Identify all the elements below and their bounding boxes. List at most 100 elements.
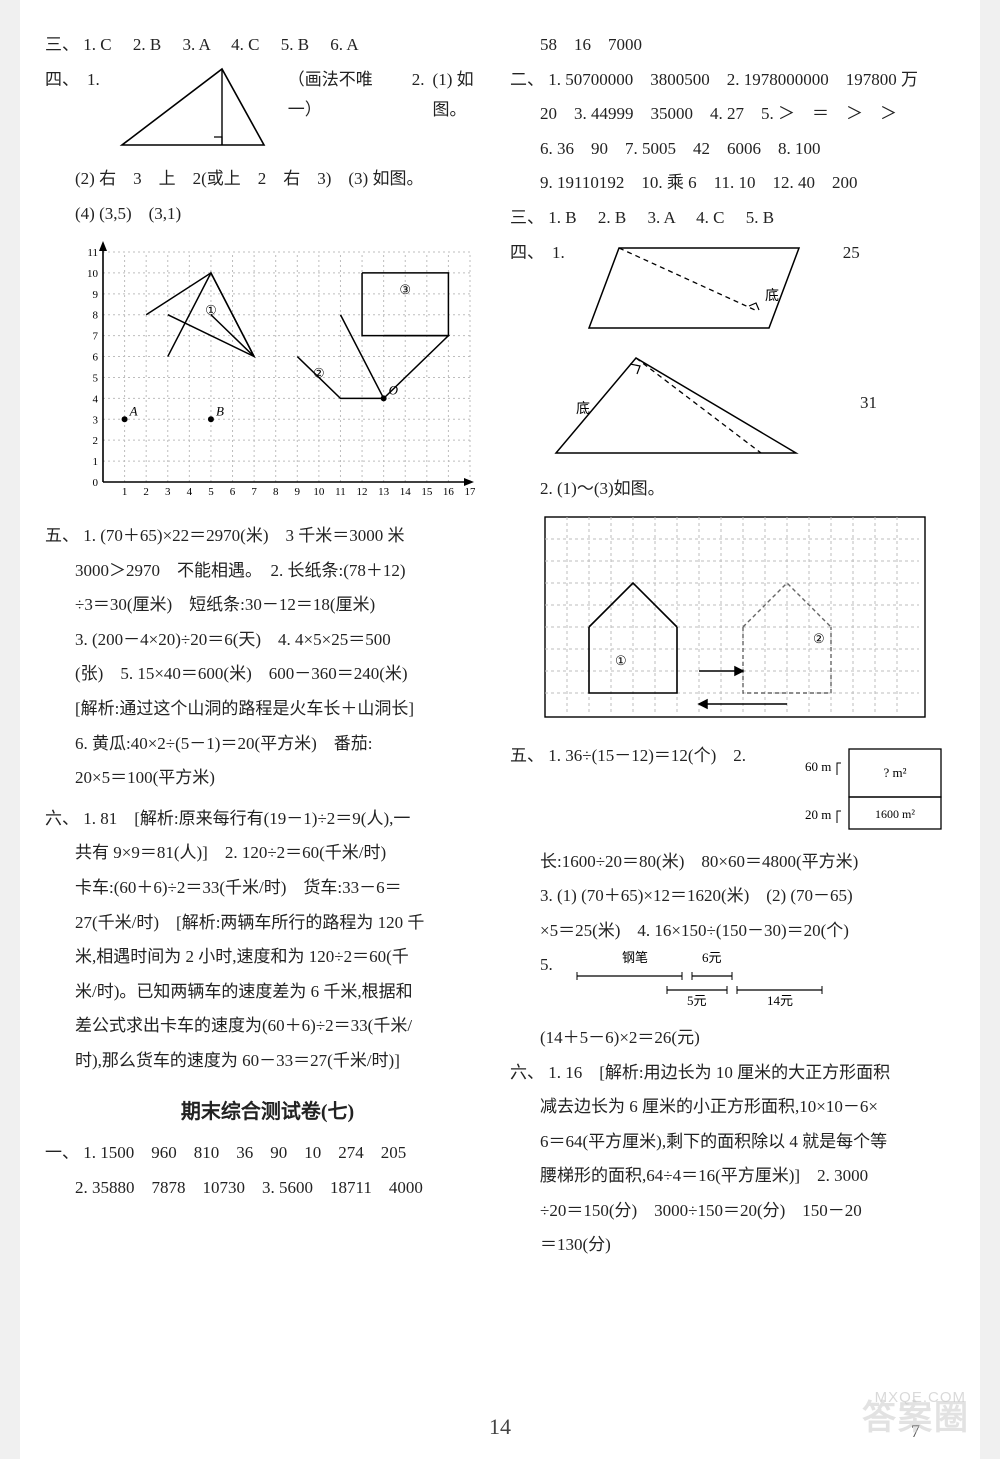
s3r-1: 2. B [598, 208, 626, 227]
svg-text:16: 16 [443, 486, 455, 498]
s1b-0: 1. 1500 960 810 36 90 10 274 205 [83, 1143, 406, 1162]
q1-note: （画法不唯一） [288, 65, 379, 126]
grid-chart-1: ABO ①②③ 1234567891011121314151617 012345… [75, 237, 490, 513]
svg-text:3: 3 [93, 415, 99, 427]
svg-text:7: 7 [251, 486, 257, 498]
svg-text:A: A [129, 404, 138, 419]
svg-text:O: O [389, 383, 399, 398]
s6l-3: 27(千米/时) [解析:两辆车所行的路程为 120 千 [45, 908, 490, 939]
parallelogram-figure: 底 [579, 238, 809, 349]
s6r-5: ＝130(分) [510, 1230, 955, 1261]
svg-text:B: B [216, 404, 224, 419]
s6r-2: 6＝64(平方厘米),剩下的面积除以 4 就是每个等 [510, 1127, 955, 1158]
s5r-a1: 3. (1) (70＋65)×12＝1620(米) (2) (70－65) [510, 881, 955, 912]
s5l-3: 3. (200－4×20)÷20＝6(天) 4. 4×5×25＝500 [45, 625, 490, 656]
tri2-num: 31 [860, 388, 877, 419]
svg-text:9: 9 [295, 486, 301, 498]
svg-text:2: 2 [93, 436, 99, 448]
svg-text:8: 8 [273, 486, 279, 498]
para-num: 25 [843, 238, 860, 269]
s6l-7: 时),那么货车的速度为 60－33＝27(千米/时)] [45, 1046, 490, 1077]
pen-6: 6元 [702, 950, 722, 965]
box-20m: 20 m [805, 807, 831, 822]
label-san-r: 三、 [510, 208, 544, 227]
s6r-1: 减去边长为 6 厘米的小正方形面积,10×10－6× [510, 1092, 955, 1123]
q2-2: (2) 右 3 上 2(或上 2 右 3) (3) 如图。 [45, 164, 490, 195]
s2r-1: 20 3. 44999 35000 4. 27 5. ＞ ＝ ＞ ＞ [510, 99, 955, 130]
s6r-0: 1. 16 [解析:用边长为 10 厘米的大正方形面积 [548, 1063, 890, 1082]
label-liu: 六、 [45, 809, 79, 828]
box-60m: 60 m [805, 759, 831, 774]
svg-text:①: ① [205, 303, 217, 318]
svg-text:11: 11 [87, 247, 98, 259]
section-3-left: 三、 1. C 2. B 3. A 4. C 5. B 6. A [45, 30, 490, 61]
section-3-right: 三、 1. B 2. B 3. A 4. C 5. B [510, 203, 955, 234]
svg-text:4: 4 [187, 486, 193, 498]
svg-text:9: 9 [93, 289, 99, 301]
svg-text:②: ② [313, 366, 325, 381]
label-liu-r: 六、 [510, 1063, 544, 1082]
box-qm2: ? m² [883, 765, 906, 780]
svg-text:①: ① [615, 653, 627, 668]
watermark-main: 答案圈 [862, 1388, 970, 1449]
s5l-2: ÷3＝30(厘米) 短纸条:30－12＝18(厘米) [45, 590, 490, 621]
s3r-2: 3. A [647, 208, 674, 227]
svg-text:1: 1 [93, 456, 99, 468]
pen-5: 5元 [687, 993, 707, 1008]
s1b-1: 2. 35880 7878 10730 3. 5600 18711 4000 [45, 1173, 490, 1204]
s6l-4: 米,相遇时间为 2 小时,速度和为 120÷2＝60(千 [45, 942, 490, 973]
s5r-a2: ×5＝25(米) 4. 16×150÷(150－30)＝20(个) [510, 916, 955, 947]
q1-prefix: 1. [87, 65, 100, 96]
section-1-bottom: 一、 1. 1500 960 810 36 90 10 274 205 2. 3… [45, 1138, 490, 1207]
s3-item-1: 2. B [133, 35, 161, 54]
s3-item-2: 3. A [182, 35, 209, 54]
svg-text:3: 3 [165, 486, 171, 498]
s5r-a0: 长:1600÷20＝80(米) 80×60＝4800(平方米) [510, 847, 955, 878]
triangle-2-figure: 底 [546, 348, 806, 474]
svg-text:4: 4 [93, 394, 99, 406]
di-label-1: 底 [765, 288, 779, 304]
svg-text:12: 12 [357, 486, 368, 498]
s5r-q1: 1. 36÷(15－12)＝12(个) 2. [548, 746, 746, 765]
triangle2-row: 底 31 [510, 348, 955, 474]
pen-14: 14元 [767, 993, 793, 1008]
label-yi: 一、 [45, 1143, 79, 1162]
s6l-6: 差公式求出卡车的速度为(60＋6)÷2＝33(千米/ [45, 1011, 490, 1042]
s5l-0: 1. (70＋65)×22＝2970(米) 3 千米＝3000 米 [83, 526, 404, 545]
svg-text:1: 1 [122, 486, 128, 498]
section-5-right: 五、 1. 36÷(15－12)＝12(个) 2. 60 m 20 m ? m²… [510, 741, 955, 847]
test-title-7: 期末综合测试卷(七) [45, 1094, 490, 1130]
s6l-1: 共有 9×9＝81(人)] 2. 120÷2＝60(千米/时) [45, 838, 490, 869]
section-4-right: 四、 1. 底 25 [510, 238, 955, 349]
label-wu-r: 五、 [510, 746, 544, 765]
svg-text:10: 10 [313, 486, 325, 498]
left-column: 三、 1. C 2. B 3. A 4. C 5. B 6. A 四、 1. （… [45, 30, 490, 1439]
label-er: 二、 [510, 70, 544, 89]
svg-text:2: 2 [143, 486, 149, 498]
svg-text:0: 0 [93, 477, 99, 489]
s2r-0: 1. 50700000 3800500 2. 1978000000 197800… [548, 70, 918, 89]
section-5-left: 五、 1. (70＋65)×22＝2970(米) 3 千米＝3000 米 300… [45, 521, 490, 798]
s5l-1: 3000＞2970 不能相遇。 2. 长纸条:(78＋12) [45, 556, 490, 587]
label-si: 四、 [45, 65, 79, 96]
s5l-7: 20×5＝100(平方米) [45, 763, 490, 794]
s5r-q5-ans: (14＋5－6)×2＝26(元) [510, 1023, 955, 1054]
right-column: 58 16 7000 二、 1. 50700000 3800500 2. 197… [510, 30, 955, 1439]
di-label-2: 底 [576, 401, 590, 417]
section-4-left-q1: 四、 1. （画法不唯一） 2. (1) 如图。 [45, 65, 490, 161]
s2r-3: 9. 19110192 10. 乘 6 11. 10 12. 40 200 [510, 168, 955, 199]
s3-item-0: 1. C [83, 35, 111, 54]
section-6-right: 六、 1. 16 [解析:用边长为 10 厘米的大正方形面积 减去边长为 6 厘… [510, 1058, 955, 1266]
right-topline: 58 16 7000 [510, 30, 955, 61]
s3-item-5: 6. A [330, 35, 358, 54]
s6l-0: 1. 81 [解析:原来每行有(19－1)÷2＝9(人),一 [83, 809, 410, 828]
q2-prefix: 2. [412, 65, 425, 96]
triangle-1-figure [114, 65, 274, 161]
s3r-0: 1. B [548, 208, 576, 227]
svg-text:8: 8 [93, 310, 99, 322]
svg-text:6: 6 [93, 352, 99, 364]
s4r-q1: 1. [552, 238, 565, 269]
svg-text:17: 17 [465, 486, 476, 498]
q2-1: (1) 如图。 [433, 65, 490, 126]
s5r-q5-label: 5. [540, 950, 553, 981]
